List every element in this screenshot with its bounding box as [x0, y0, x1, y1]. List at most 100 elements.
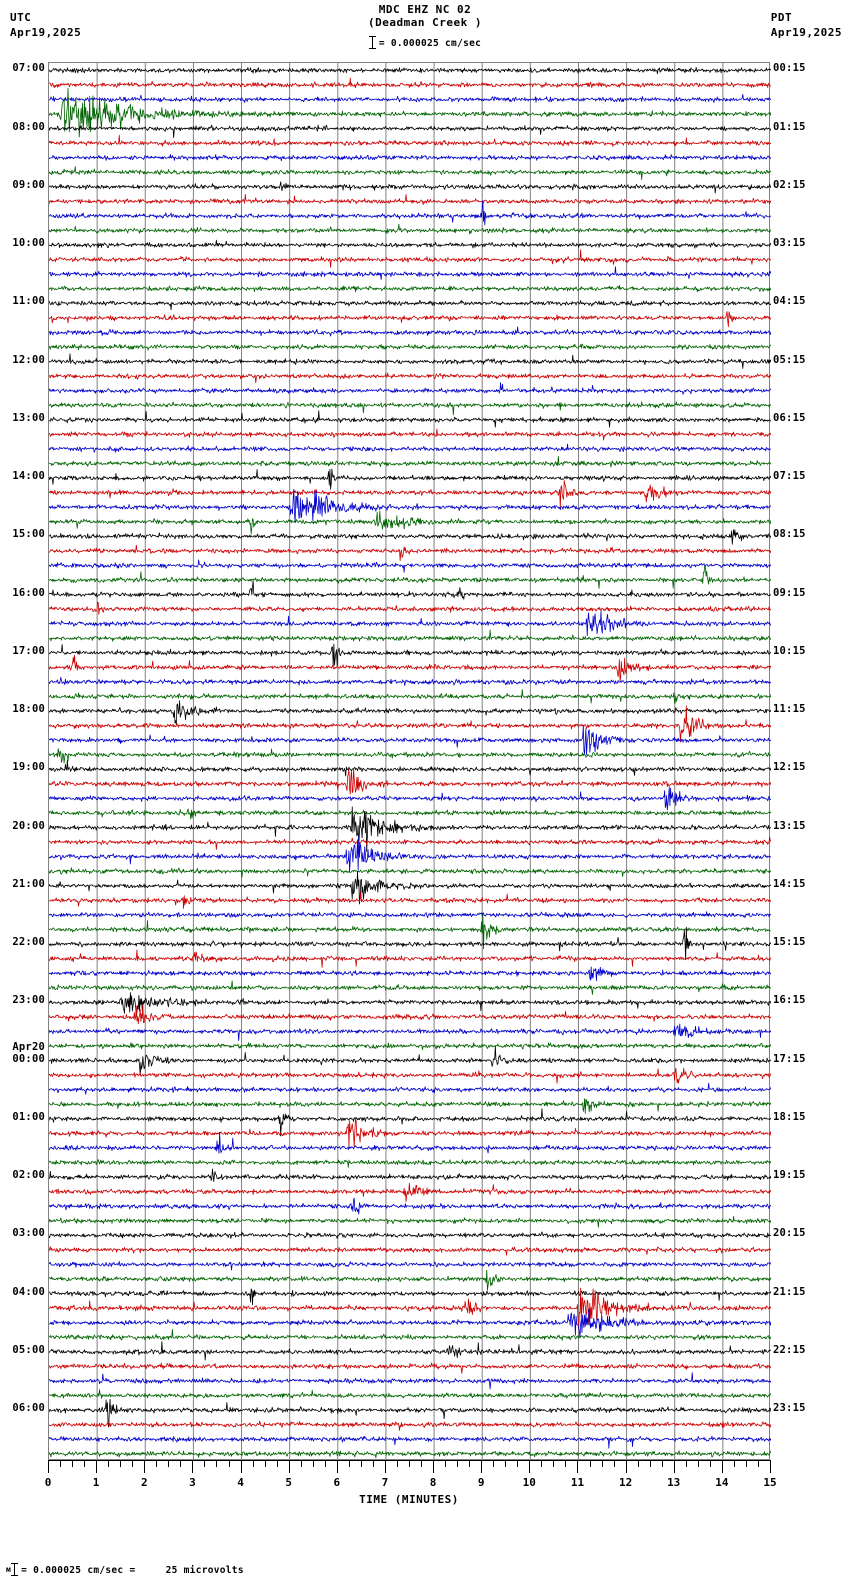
- trace-canvas: [49, 63, 771, 1461]
- right-hour-label: 02:15: [773, 178, 806, 191]
- x-tick: [384, 1460, 386, 1473]
- x-axis-label: 7: [381, 1476, 389, 1489]
- right-hour-label: 01:15: [773, 120, 806, 133]
- x-tick: [240, 1460, 242, 1473]
- left-hour-label: 16:00: [12, 586, 45, 599]
- x-tick: [72, 1460, 74, 1467]
- x-tick: [264, 1460, 266, 1467]
- x-tick: [324, 1460, 326, 1467]
- footer-scale-note: м = 0.000025 cm/sec = 25 microvolts: [6, 1563, 244, 1576]
- x-tick: [288, 1460, 290, 1473]
- x-tick: [396, 1460, 398, 1467]
- right-hour-label: 14:15: [773, 877, 806, 890]
- x-tick: [300, 1460, 302, 1467]
- footer-text: = 0.000025 cm/sec = 25 microvolts: [21, 1565, 244, 1576]
- x-tick: [445, 1460, 447, 1467]
- left-hour-label: 03:00: [12, 1227, 45, 1240]
- x-tick: [228, 1460, 230, 1467]
- x-tick: [529, 1460, 531, 1473]
- x-axis-label: 0: [44, 1476, 52, 1489]
- x-tick: [673, 1460, 675, 1473]
- left-hour-label: 10:00: [12, 237, 45, 249]
- right-hour-label: 10:15: [773, 644, 806, 657]
- right-hour-label: 12:15: [773, 761, 806, 774]
- right-hour-label: 19:15: [773, 1169, 806, 1181]
- x-tick: [625, 1460, 627, 1473]
- x-axis-label: 10: [522, 1476, 536, 1489]
- x-axis-title: TIME (MINUTES): [359, 1493, 459, 1506]
- right-hour-label: 18:15: [773, 1110, 806, 1123]
- header-right-date: Apr19,2025: [770, 26, 842, 39]
- x-tick: [372, 1460, 374, 1467]
- right-hour-label: 03:15: [773, 237, 806, 249]
- x-tick: [517, 1460, 519, 1467]
- x-axis-label: 8: [429, 1476, 437, 1489]
- x-axis-label: 14: [715, 1476, 729, 1489]
- scale-bar-icon: [368, 36, 376, 49]
- right-hour-label: 04:15: [773, 295, 806, 308]
- left-hour-label: 21:00: [12, 877, 45, 890]
- x-axis-label: 5: [285, 1476, 292, 1489]
- x-tick: [192, 1460, 194, 1473]
- left-hour-label: 12:00: [12, 353, 45, 366]
- right-hour-label: 15:15: [773, 936, 806, 948]
- left-hour-label: 15:00: [12, 528, 45, 541]
- x-tick: [649, 1460, 651, 1467]
- left-hour-label: 20:00: [12, 819, 45, 832]
- x-tick: [204, 1460, 206, 1467]
- x-tick: [168, 1460, 170, 1467]
- left-hour-label: 22:00: [12, 936, 45, 948]
- x-tick: [156, 1460, 158, 1467]
- left-hour-label: 04:00: [12, 1285, 45, 1298]
- scale-value: = 0.000025 cm/sec: [378, 38, 482, 49]
- x-axis-label: 9: [477, 1476, 485, 1489]
- x-tick: [493, 1460, 495, 1467]
- x-axis-label: 1: [92, 1476, 100, 1489]
- x-tick: [565, 1460, 567, 1467]
- x-tick: [685, 1460, 687, 1467]
- header-center-block: MDC EHZ NC 02 (Deadman Creek ): [0, 3, 850, 29]
- left-hour-label: 07:00: [12, 62, 45, 75]
- x-axis-label: 2: [140, 1476, 148, 1489]
- left-hour-label: 02:00: [12, 1169, 45, 1181]
- x-tick: [469, 1460, 471, 1467]
- x-tick: [48, 1460, 49, 1473]
- x-axis-label: 6: [333, 1476, 341, 1489]
- right-hour-label: 08:15: [773, 528, 806, 541]
- x-axis-label: 11: [570, 1476, 585, 1489]
- x-tick: [84, 1460, 86, 1467]
- x-tick: [96, 1460, 98, 1473]
- right-hour-label: 17:15: [773, 1052, 806, 1065]
- x-tick: [745, 1460, 747, 1467]
- x-axis-label: 15: [763, 1476, 777, 1489]
- x-tick: [613, 1460, 615, 1467]
- left-hour-label: 01:00: [12, 1110, 45, 1123]
- left-hour-label: 19:00: [12, 761, 45, 774]
- right-hour-label: 16:15: [773, 994, 806, 1007]
- x-tick: [180, 1460, 182, 1467]
- x-tick: [505, 1460, 507, 1467]
- x-tick: [433, 1460, 435, 1473]
- x-axis-label: 4: [237, 1476, 244, 1489]
- left-hour-label: 18:00: [12, 703, 45, 715]
- x-tick: [661, 1460, 663, 1467]
- x-tick: [697, 1460, 699, 1467]
- header-left-block: UTC Apr19,2025: [10, 10, 81, 40]
- x-tick: [637, 1460, 639, 1467]
- x-tick: [409, 1460, 410, 1467]
- right-hour-label: 07:15: [773, 470, 806, 482]
- footer-scale-bar-icon: [11, 1563, 19, 1576]
- x-tick: [770, 1460, 771, 1473]
- x-tick: [577, 1460, 579, 1473]
- right-hour-label: 20:15: [773, 1227, 806, 1240]
- left-hour-label: 08:00: [12, 120, 45, 133]
- left-hour-label: 23:00: [12, 994, 45, 1007]
- right-hour-label: 21:15: [773, 1285, 806, 1298]
- right-hour-label: 00:15: [773, 62, 806, 75]
- left-hour-label: 11:00: [12, 295, 45, 308]
- x-tick: [541, 1460, 543, 1467]
- left-hour-label: 05:00: [12, 1343, 45, 1356]
- x-tick: [553, 1460, 555, 1467]
- right-hour-label: 13:15: [773, 819, 806, 832]
